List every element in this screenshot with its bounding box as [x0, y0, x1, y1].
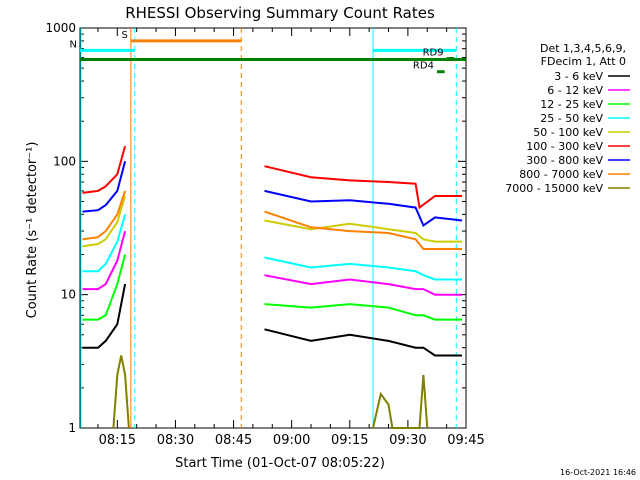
series-line — [82, 145, 127, 194]
series-line — [264, 274, 463, 296]
x-tick-label: 09:00 — [273, 433, 310, 448]
legend-entry-label: 3 - 6 keV — [554, 70, 603, 83]
x-tick-label: 08:45 — [215, 433, 252, 448]
x-tick-label: 09:30 — [389, 433, 426, 448]
legend-entry-label: 7000 - 15000 keV — [505, 182, 603, 195]
series-line — [82, 190, 127, 241]
series-line — [372, 374, 429, 429]
y-tick-label: 10 — [61, 288, 76, 302]
chart-title: RHESSI Observing Summary Count Rates — [125, 4, 435, 22]
legend-entry-label: 50 - 100 keV — [533, 126, 603, 139]
flag-label: RD4 — [413, 61, 434, 72]
series-line — [264, 189, 463, 228]
x-tick-label: 09:15 — [331, 433, 368, 448]
series-line — [264, 210, 463, 250]
series-line — [264, 165, 463, 210]
plot-area: 1 10 100 1000 08:15 08:30 08:45 09:00 09:15 09:30… — [45, 21, 484, 448]
legend-entry-label: 12 - 25 keV — [540, 98, 603, 111]
series-line — [82, 254, 127, 321]
x-tick-label: 09:45 — [447, 433, 484, 448]
series-line — [82, 230, 127, 291]
series-line — [82, 161, 127, 213]
y-axis-label: Count Rate (s⁻¹ detector⁻¹) — [25, 142, 40, 319]
series-line — [264, 256, 463, 281]
series-line — [82, 283, 127, 349]
flag-label: S — [122, 30, 128, 41]
series-line — [82, 214, 127, 273]
y-tick-label: 100 — [53, 154, 76, 168]
legend-entry-label: 300 - 800 keV — [526, 154, 603, 167]
y-tick-label: 1000 — [45, 21, 76, 35]
flag-label: N — [70, 39, 77, 50]
legend-entry-label: 6 - 12 keV — [547, 84, 603, 97]
flag-label: RD9 — [423, 48, 444, 59]
x-tick-label: 08:30 — [157, 433, 194, 448]
legend-entry-label: 100 - 300 keV — [526, 140, 603, 153]
x-axis-label: Start Time (01-Oct-07 08:05:22) — [175, 456, 385, 471]
x-tick-label: 08:15 — [99, 433, 136, 448]
series-line — [264, 328, 463, 357]
legend-header: FDecim 1, Att 0 — [541, 55, 626, 68]
legend-header: Det 1,3,4,5,6,9, — [540, 42, 626, 55]
series-line — [82, 195, 127, 248]
series-line — [264, 303, 463, 321]
footer-timestamp: 16-Oct-2021 16:46 — [560, 468, 636, 477]
legend-entry-label: 800 - 7000 keV — [519, 168, 603, 181]
series-line — [112, 355, 130, 429]
legend-entry-label: 25 - 50 keV — [540, 112, 603, 125]
plot-frame — [79, 27, 467, 429]
y-tick-label: 1 — [68, 421, 76, 435]
legend: Det 1,3,4,5,6,9,FDecim 1, Att 0 3 - 6 keV… — [505, 42, 630, 195]
